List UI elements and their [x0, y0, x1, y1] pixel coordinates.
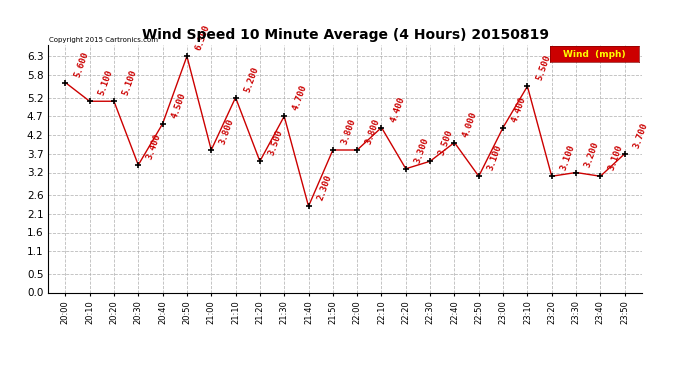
- Text: 3.100: 3.100: [607, 144, 625, 172]
- Text: 5.600: 5.600: [72, 50, 90, 78]
- Text: 6.300: 6.300: [194, 24, 212, 52]
- Text: 3.100: 3.100: [559, 144, 576, 172]
- Text: Copyright 2015 Cartronics.com: Copyright 2015 Cartronics.com: [50, 36, 159, 42]
- Text: 5.500: 5.500: [534, 54, 552, 82]
- Text: 3.800: 3.800: [218, 117, 236, 146]
- Text: 3.100: 3.100: [486, 144, 503, 172]
- Text: 3.400: 3.400: [145, 132, 163, 161]
- Text: 4.000: 4.000: [462, 110, 479, 138]
- Text: 5.100: 5.100: [97, 69, 115, 97]
- Title: Wind Speed 10 Minute Average (4 Hours) 20150819: Wind Speed 10 Minute Average (4 Hours) 2…: [141, 28, 549, 42]
- Text: 4.400: 4.400: [388, 95, 406, 123]
- Text: 4.400: 4.400: [510, 95, 528, 123]
- Text: 3.800: 3.800: [364, 117, 382, 146]
- Text: 3.500: 3.500: [437, 129, 455, 157]
- Text: 3.500: 3.500: [267, 129, 284, 157]
- Text: 3.200: 3.200: [583, 140, 600, 168]
- Text: 3.800: 3.800: [339, 117, 357, 146]
- Text: 5.100: 5.100: [121, 69, 139, 97]
- Text: 4.500: 4.500: [170, 91, 187, 120]
- Text: 3.300: 3.300: [413, 136, 431, 165]
- Text: 4.700: 4.700: [291, 84, 309, 112]
- Text: 2.300: 2.300: [315, 174, 333, 202]
- Text: 5.200: 5.200: [242, 65, 260, 93]
- Text: 3.700: 3.700: [631, 121, 649, 150]
